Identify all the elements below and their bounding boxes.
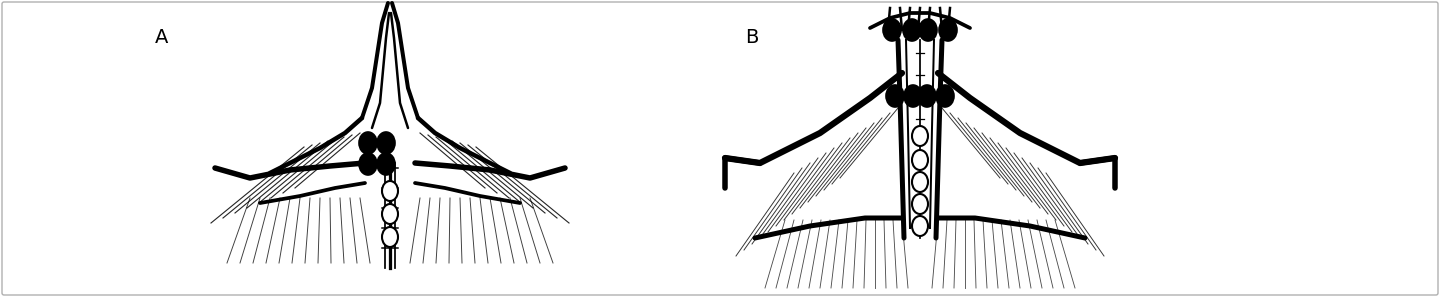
Ellipse shape: [912, 216, 927, 236]
Ellipse shape: [359, 153, 377, 175]
Ellipse shape: [912, 150, 927, 170]
Ellipse shape: [936, 85, 953, 107]
Ellipse shape: [382, 204, 397, 224]
Ellipse shape: [883, 19, 901, 41]
Ellipse shape: [912, 126, 927, 146]
Ellipse shape: [377, 153, 395, 175]
Text: A: A: [156, 28, 168, 47]
Ellipse shape: [919, 85, 936, 107]
Ellipse shape: [919, 19, 937, 41]
Text: B: B: [744, 28, 759, 47]
Ellipse shape: [382, 227, 397, 247]
Ellipse shape: [904, 85, 922, 107]
Ellipse shape: [382, 181, 397, 201]
Ellipse shape: [912, 194, 927, 214]
Ellipse shape: [377, 132, 395, 154]
Ellipse shape: [359, 132, 377, 154]
Ellipse shape: [939, 19, 958, 41]
Ellipse shape: [903, 19, 922, 41]
Ellipse shape: [886, 85, 904, 107]
Ellipse shape: [912, 172, 927, 192]
